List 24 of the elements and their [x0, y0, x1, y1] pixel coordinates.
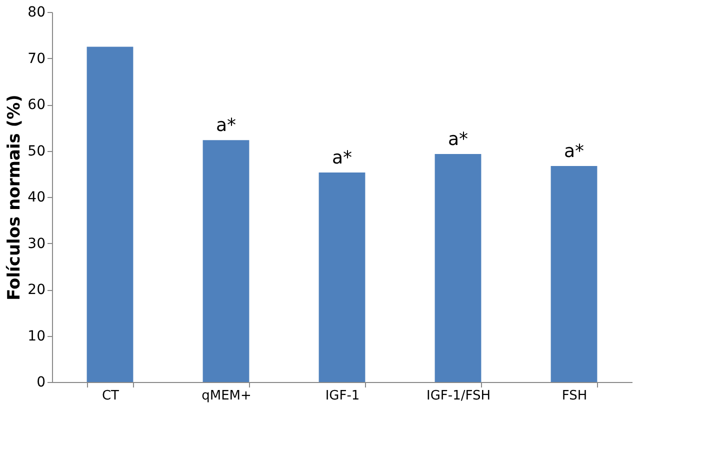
bar [550, 166, 598, 382]
bar [318, 172, 366, 382]
bar [202, 140, 250, 382]
annotation: a* [332, 147, 352, 168]
y-tick-label: 80 [28, 4, 46, 20]
x-tick-label: qMEM+ [202, 388, 252, 404]
y-tick-label: 60 [28, 97, 46, 113]
y-tick-label: 50 [28, 143, 46, 160]
x-tick-label: IGF-1 [325, 388, 360, 404]
annotation: a* [448, 128, 468, 150]
y-tick-label: 40 [28, 190, 46, 206]
x-tick-label: FSH [562, 388, 588, 404]
y-axis-title: Folículos normais (%) [4, 94, 25, 300]
y-tick-label: 70 [28, 50, 46, 67]
annotation: a* [564, 141, 584, 162]
y-tick-label: 20 [28, 282, 46, 298]
bar [434, 154, 482, 382]
y-tick-label: 30 [28, 236, 46, 252]
x-tick-label: IGF-1/FSH [426, 388, 491, 404]
annotation: a* [216, 115, 236, 136]
y-tick-label: 0 [36, 374, 46, 390]
bar [86, 46, 134, 382]
x-tick-label: CT [102, 388, 120, 404]
y-tick-label: 10 [28, 328, 46, 344]
